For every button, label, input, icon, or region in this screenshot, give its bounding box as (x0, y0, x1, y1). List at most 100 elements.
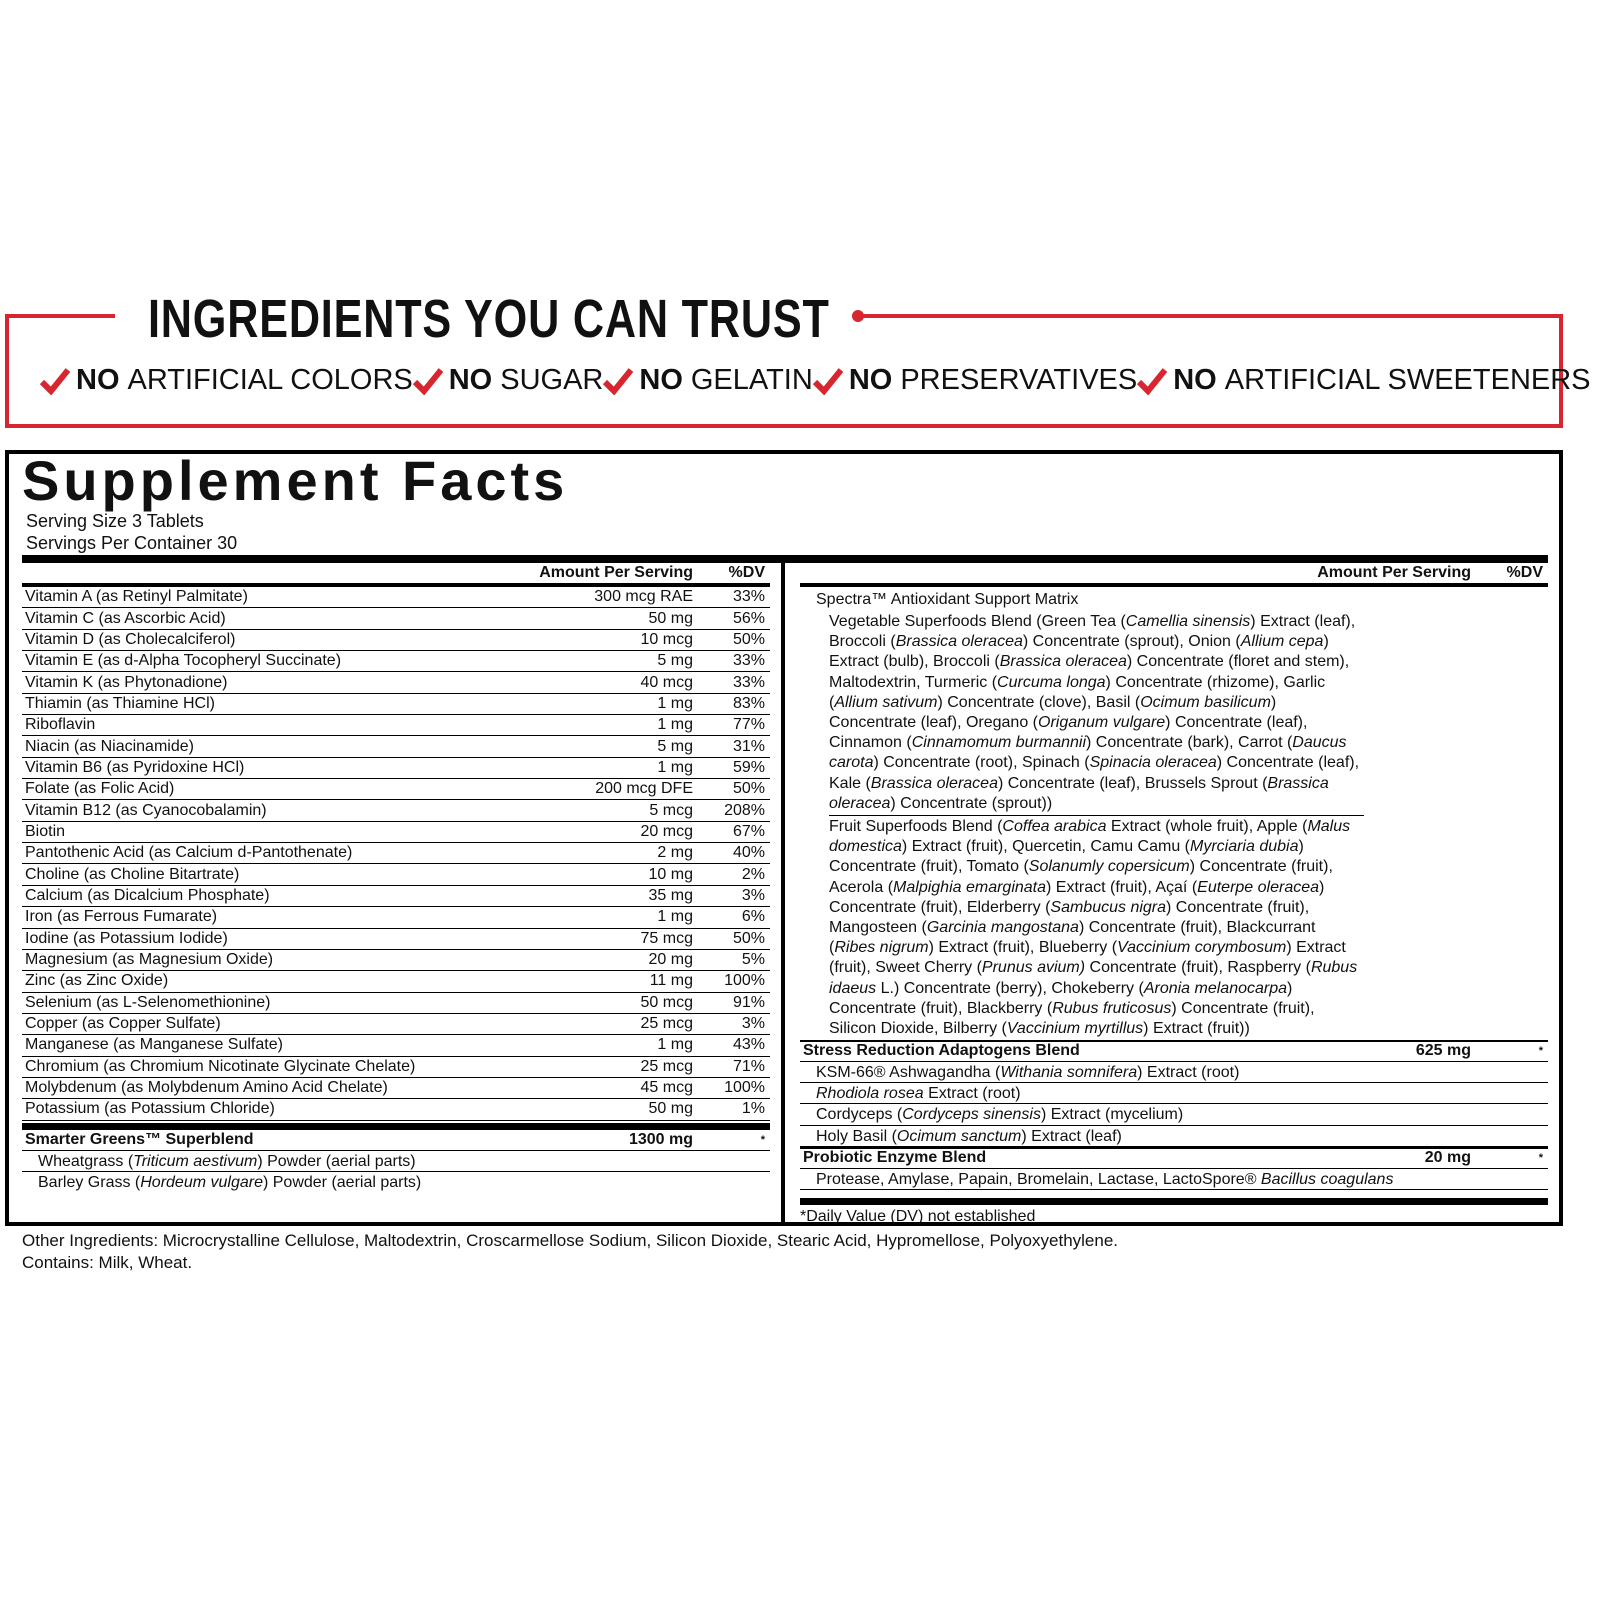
nutrient-amount: 2 mg (657, 844, 693, 862)
nutrient-dv: 1% (741, 1100, 765, 1118)
matrix-paragraph: Fruit Superfoods Blend (Coffea arabica E… (829, 815, 1364, 1040)
nutrient-amount: 11 mg (649, 972, 693, 990)
nutrient-name: Zinc (as Zinc Oxide) (25, 972, 169, 990)
italic-text: Brassica oleracea (870, 774, 998, 792)
blend-amount: 1300 mg (628, 1130, 693, 1148)
nutrient-row: Iron (as Ferrous Fumarate) 1 mg 6% (22, 907, 770, 929)
bar (22, 1122, 770, 1130)
nutrient-name: Molybdenum (as Molybdenum Amino Acid Che… (25, 1079, 388, 1097)
check-icon (603, 367, 634, 395)
nutrient-dv: 3% (741, 886, 765, 904)
nutrient-dv: 77% (732, 716, 765, 734)
nutrient-row: Magnesium (as Magnesium Oxide) 20 mg 5% (22, 950, 770, 972)
other-ingredients: Other Ingredients: Microcrystalline Cell… (22, 1231, 1119, 1250)
nutrient-name: Thiamin (as Thiamine HCl) (25, 694, 215, 712)
nutrient-amount: 25 mcg (640, 1057, 693, 1075)
nutrient-dv: 100% (724, 972, 765, 990)
nutrient-amount: 50 mg (648, 609, 693, 627)
facts-box (5, 450, 1563, 1226)
claim: NO PRESERVATIVES (812, 364, 1137, 397)
claim: NO SUGAR (412, 364, 604, 397)
nutrient-dv: 3% (741, 1015, 765, 1033)
text: Extract (root) (923, 1085, 1021, 1102)
italic-text: Malpighia emarginata (893, 878, 1047, 896)
nutrient-amount: 5 mcg (649, 801, 693, 819)
check-icon (40, 367, 70, 395)
nutrient-name: Vitamin A (as Retinyl Palmitate) (25, 588, 248, 606)
check-icon (412, 367, 443, 395)
text: ) Concentrate (bark), Carrot ( (1086, 734, 1293, 752)
italic-text: Malus domestica (829, 818, 1351, 856)
nutrient-row: Vitamin C (as Ascorbic Acid) 50 mg 56% (22, 608, 770, 630)
text: ) Concentrate (fruit), Blackcurrant ( (829, 919, 1316, 957)
bar (800, 1197, 1548, 1205)
claim-text: GELATIN (690, 364, 813, 396)
nutrient-name: Iron (as Ferrous Fumarate) (25, 908, 218, 926)
claim-strong: NO (848, 364, 893, 396)
check-icon (1137, 367, 1168, 395)
blend-row: Stress Reduction Adaptogens Blend 625 mg * (800, 1040, 1548, 1062)
nutrient-amount: 1 mg (657, 758, 693, 776)
divider (781, 563, 785, 1224)
claim: NO ARTIFICIAL COLORS (40, 364, 413, 397)
nutrient-amount: 50 mcg (640, 993, 693, 1011)
text: L.) Concentrate (berry), Chokeberry ( (876, 979, 1144, 997)
text: ) Extract (bulb), Broccoli ( (829, 633, 1329, 671)
italic-text: Solanumly copersicum (1028, 858, 1190, 876)
nutrient-dv: 59% (732, 758, 765, 776)
nutrient-amount: 20 mcg (640, 822, 693, 840)
nutrient-amount: 1 mg (657, 908, 693, 926)
text: ) Concentrate (clove), Basil ( (937, 693, 1141, 711)
nutrient-amount: 50 mg (648, 1100, 693, 1118)
nutrient-row: Vitamin B12 (as Cyanocobalamin) 5 mcg 208% (22, 800, 770, 822)
header-dv: %DV (1506, 564, 1543, 581)
italic-text: Camellia sinensis (1125, 613, 1251, 630)
nutrient-dv: 40% (732, 844, 765, 862)
blend-amount: 20 mg (1424, 1149, 1471, 1167)
nutrient-dv: 208% (724, 801, 765, 819)
italic-text: Myrciaria dubia (1189, 838, 1299, 856)
nutrient-amount: 1 mg (657, 1036, 693, 1054)
claim-strong: NO (448, 364, 493, 396)
text: ) Concentrate (leaf), Cinnamon ( (829, 714, 1308, 752)
matrix-paragraph: Vegetable Superfoods Blend (Green Tea (C… (829, 611, 1364, 815)
header-dv: %DV (728, 564, 765, 581)
italic-text: Brassica oleracea (829, 774, 1329, 812)
text: ) Powder (aerial parts) (257, 1152, 416, 1170)
nutrient-name: Calcium (as Dicalcium Phosphate) (25, 886, 270, 904)
text: ) Concentrate (fruit), Blackberry ( (829, 979, 1293, 1017)
claim-strong: NO (639, 364, 683, 396)
blend-item: Barley Grass (Hordeum vulgare) Powder (a… (22, 1172, 770, 1193)
nutrient-name: Niacin (as Niacinamide) (25, 737, 194, 755)
claim-text: SUGAR (500, 364, 604, 396)
nutrient-row: Folate (as Folic Acid) 200 mcg DFE 50% (22, 779, 770, 801)
matrix-name: Spectra™ Antioxidant Support Matrix (816, 591, 1079, 608)
nutrient-amount: 45 mcg (640, 1079, 693, 1097)
text: Barley Grass ( (38, 1174, 141, 1192)
nutrient-dv: 2% (741, 865, 765, 883)
header-row: Amount Per Serving %DV (800, 563, 1548, 587)
nutrient-dv: 6% (741, 908, 765, 926)
nutrient-amount: 10 mcg (640, 630, 693, 648)
text: Protease, Amylase, Papain, Bromelain, La… (816, 1170, 1261, 1188)
italic-text: Cinnamomum burmannii (911, 734, 1086, 752)
nutrient-name: Vitamin E (as d-Alpha Tocopheryl Succina… (25, 652, 342, 670)
nutrient-row: Vitamin A (as Retinyl Palmitate) 300 mcg … (22, 587, 770, 609)
servings: Servings Per Container 30 (26, 533, 238, 553)
nutrient-amount: 300 mcg RAE (594, 588, 693, 606)
nutrient-amount: 5 mg (657, 652, 693, 670)
italic-text: Coffea arabica (1002, 818, 1107, 836)
italic-text: Vaccinium corymbosum (1117, 939, 1287, 957)
text: ) Extract (leaf) (1021, 1127, 1122, 1145)
nutrient-dv: 33% (732, 652, 765, 670)
italic-text: Origanum vulgare (1038, 714, 1166, 732)
nutrient-name: Riboflavin (25, 716, 96, 734)
nutrient-name: Biotin (25, 822, 66, 840)
text: Concentrate (fruit), Raspberry ( (1085, 959, 1311, 977)
nutrient-amount: 200 mcg DFE (595, 780, 693, 798)
nutrient-name: Copper (as Copper Sulfate) (25, 1015, 221, 1033)
blend-dv: * (1538, 1045, 1543, 1058)
nutrient-row: Vitamin K (as Phytonadione) 40 mcg 33% (22, 672, 770, 694)
nutrient-row: Molybdenum (as Molybdenum Amino Acid Che… (22, 1078, 770, 1100)
